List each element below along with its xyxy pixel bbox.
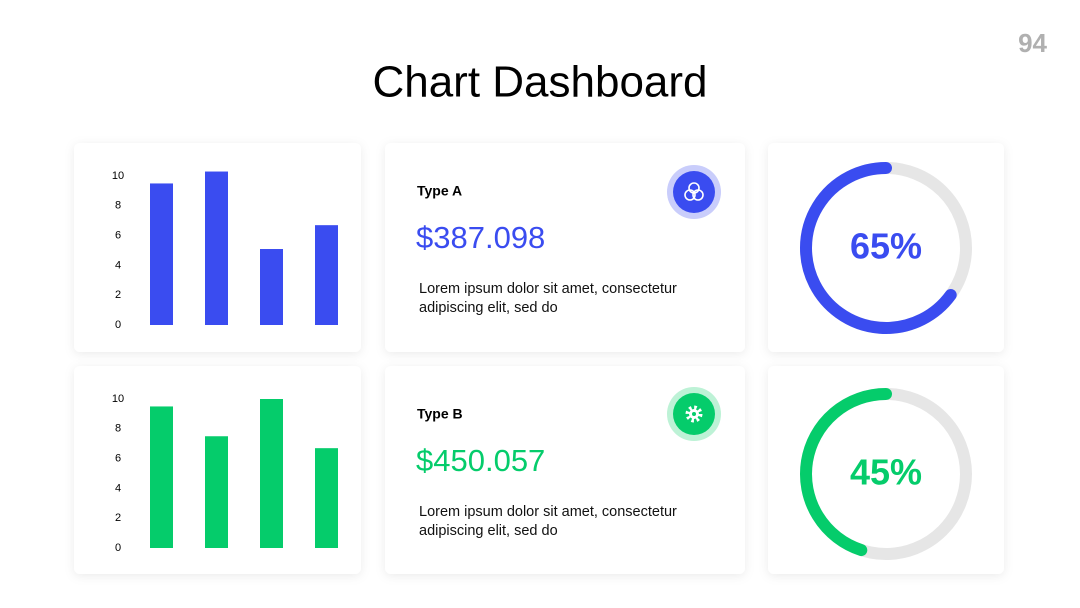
bar [315,225,338,325]
icon [667,387,721,441]
bar [315,448,338,548]
y-tick-label: 0 [115,319,121,331]
icon [667,165,721,219]
title: Chart Dashboard [372,58,707,107]
page-number: 94 [1018,28,1047,58]
description: adipiscing elit, sed do [419,523,558,539]
donut-arc [800,388,892,557]
y-tick-label: 0 [115,542,121,554]
donut-label: 65% [850,226,922,267]
card-label: Type B [417,406,463,422]
card [385,143,745,352]
y-tick-label: 6 [115,230,121,242]
donut-label: 45% [850,452,922,493]
bar [260,249,283,325]
card-label: Type A [417,183,462,199]
card [385,366,745,574]
donut-arc [800,162,957,334]
y-tick-label: 2 [115,289,121,301]
y-tick-label: 10 [112,170,124,182]
y-tick-label: 4 [115,482,121,494]
bar [205,171,228,325]
y-tick-label: 6 [115,453,121,465]
description: Lorem ipsum dolor sit amet, consectetur [419,281,677,297]
y-tick-label: 4 [115,259,121,271]
y-tick-label: 8 [115,200,121,212]
description: adipiscing elit, sed do [419,300,558,316]
bar [260,399,283,548]
bar [205,436,228,548]
amount: $387.098 [416,220,545,255]
bar [150,406,173,548]
y-tick-label: 8 [115,423,121,435]
y-tick-label: 2 [115,512,121,524]
y-tick-label: 10 [112,393,124,405]
description: Lorem ipsum dolor sit amet, consectetur [419,504,677,520]
amount: $450.057 [416,443,545,478]
bar [150,183,173,325]
